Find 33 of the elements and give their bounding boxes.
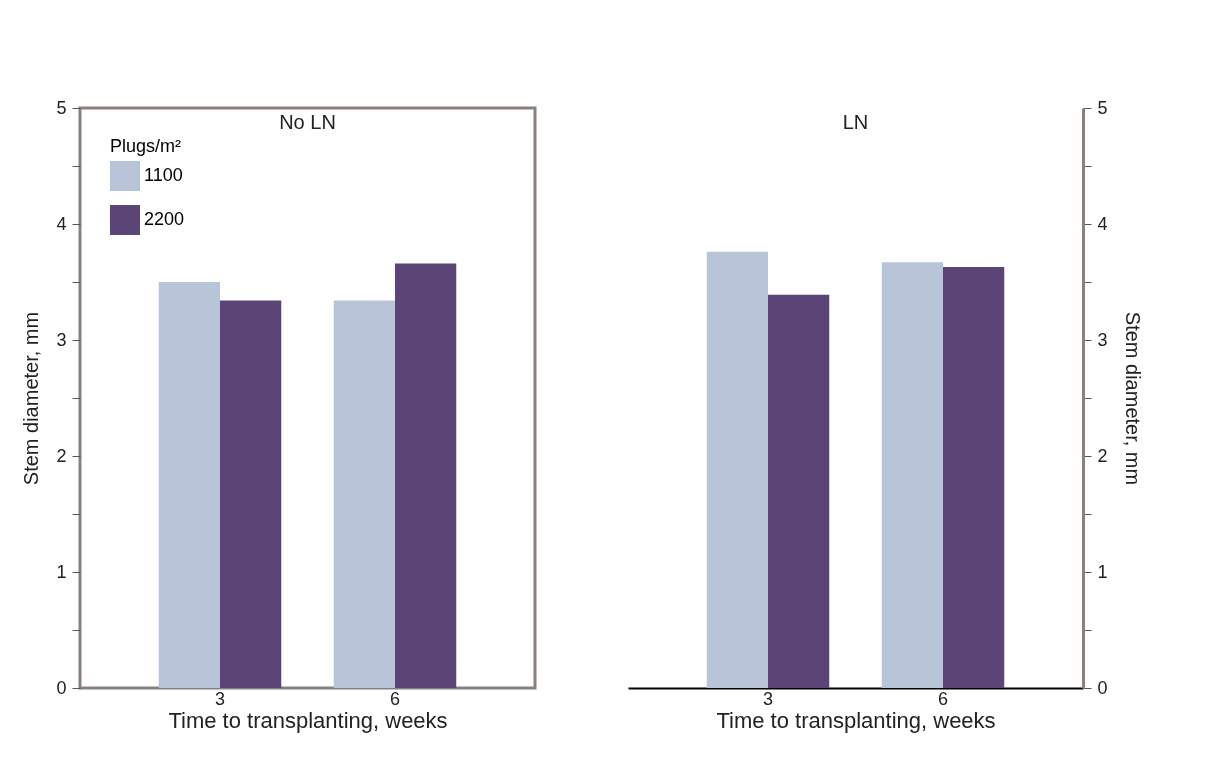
y-tick-label: 3: [56, 329, 67, 350]
y2-tick-label: 2: [1097, 445, 1108, 466]
y-tick-label: 0: [56, 677, 67, 698]
y2-tick-label: 5: [1097, 97, 1108, 118]
y2-tick-label: 4: [1097, 213, 1108, 234]
legend-label: 2200: [144, 209, 185, 229]
y2-axis-title: Stem diameter, mm: [1121, 311, 1144, 486]
x-axis-title: Time to transplanting, weeks: [168, 707, 448, 733]
bar: [395, 263, 457, 688]
chart-title: No LN: [279, 111, 336, 133]
x-tick-label: 3: [762, 688, 774, 709]
bar: [706, 251, 768, 688]
bar: [333, 300, 395, 688]
y-tick-label: 4: [56, 213, 67, 234]
y-tick-label: 1: [56, 561, 67, 582]
y-axis-title: Stem diameter, mm: [20, 311, 43, 486]
bar: [220, 300, 282, 688]
bar: [768, 294, 830, 688]
bar: [943, 266, 1005, 688]
bar: [881, 262, 943, 688]
y-tick-label: 2: [56, 445, 67, 466]
y2-tick-label: 0: [1097, 677, 1108, 698]
bar: [158, 282, 220, 688]
legend-label: 1100: [144, 165, 183, 185]
x-axis-title: Time to transplanting, weeks: [716, 707, 996, 733]
legend-title: Plugs/m²: [110, 136, 182, 156]
x-tick-label: 6: [389, 688, 401, 709]
x-tick-label: 3: [214, 688, 226, 709]
y2-tick-label: 3: [1097, 329, 1108, 350]
y-tick-label: 5: [56, 97, 67, 118]
x-tick-label: 6: [937, 688, 949, 709]
chart-title: LN: [842, 111, 869, 133]
y2-tick-label: 1: [1097, 561, 1108, 582]
